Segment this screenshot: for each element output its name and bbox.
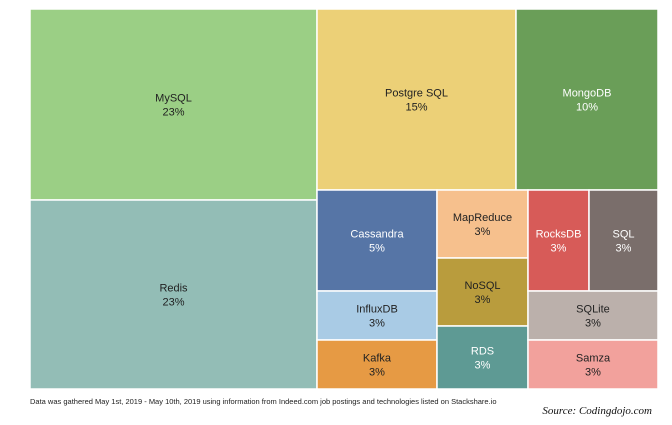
tile-label-postgre-sql: Postgre SQL <box>385 88 448 100</box>
data-footnote: Data was gathered May 1st, 2019 - May 10… <box>30 397 497 406</box>
tile-postgre-sql <box>316 8 517 191</box>
tile-label-cassandra: Cassandra <box>350 229 404 241</box>
tile-label-samza: Samza <box>576 353 611 365</box>
tile-label-sqlite: SQLite <box>576 304 610 316</box>
tile-value-sql: 3% <box>616 243 632 255</box>
tile-samza <box>527 339 659 390</box>
tile-value-influxdb: 3% <box>369 318 385 330</box>
tile-rocksdb <box>527 189 590 292</box>
tile-mysql <box>29 8 318 201</box>
tile-value-mongodb: 10% <box>576 102 598 114</box>
tile-value-postgre-sql: 15% <box>405 102 427 114</box>
tile-value-mapreduce: 3% <box>475 226 491 238</box>
tile-label-mongodb: MongoDB <box>563 88 612 100</box>
tile-mapreduce <box>436 189 529 259</box>
treemap-chart: MySQL 23% Redis 23% Postgre SQL 15% MongoDB 10%… <box>29 8 659 390</box>
source-credit: Source: Codingdojo.com <box>542 405 652 417</box>
tile-label-mysql: MySQL <box>155 93 192 105</box>
tile-label-mapreduce: MapReduce <box>453 212 512 224</box>
tile-mongodb <box>515 8 659 191</box>
tile-label-kafka: Kafka <box>363 353 392 365</box>
tile-value-cassandra: 5% <box>369 243 385 255</box>
tile-value-sqlite: 3% <box>585 318 601 330</box>
tile-sqlite <box>527 290 659 341</box>
tile-nosql <box>436 257 529 327</box>
tile-redis <box>29 199 318 390</box>
tile-label-influxdb: InfluxDB <box>356 304 398 316</box>
tile-value-nosql: 3% <box>475 294 491 306</box>
tile-value-rds: 3% <box>475 360 491 372</box>
tile-label-nosql: NoSQL <box>464 280 500 292</box>
tile-label-redis: Redis <box>159 283 188 295</box>
tile-cassandra <box>316 189 438 292</box>
tile-sql <box>588 189 659 292</box>
tile-value-redis: 23% <box>162 297 184 309</box>
tile-rds <box>436 325 529 390</box>
tile-label-rocksdb: RocksDB <box>536 229 582 241</box>
tile-value-mysql: 23% <box>162 107 184 119</box>
tile-label-rds: RDS <box>471 346 494 358</box>
tile-value-rocksdb: 3% <box>551 243 567 255</box>
tile-label-sql: SQL <box>612 229 634 241</box>
tile-value-samza: 3% <box>585 367 601 379</box>
tile-value-kafka: 3% <box>369 367 385 379</box>
tile-kafka <box>316 339 438 390</box>
tile-influxdb <box>316 290 438 341</box>
